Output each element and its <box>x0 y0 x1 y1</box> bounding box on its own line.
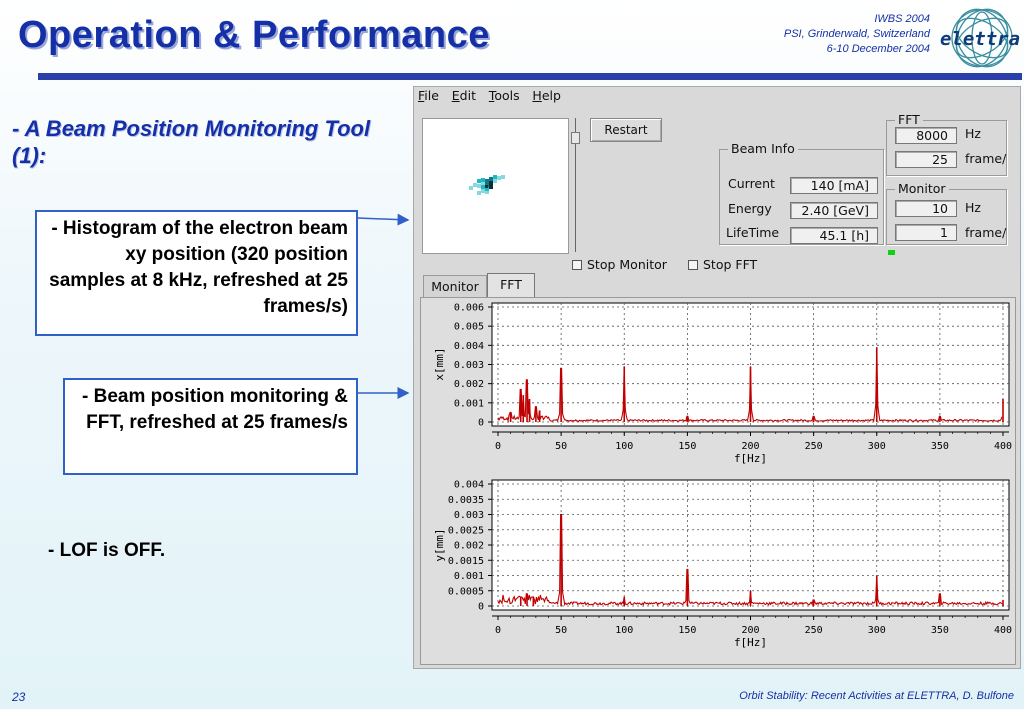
x-tick-label: 50 <box>555 441 567 452</box>
stop-fft-box[interactable] <box>688 260 698 270</box>
x-tick-label: 250 <box>805 625 823 636</box>
energy-label: Energy <box>728 201 772 216</box>
elettra-logo: elettra <box>940 8 1020 68</box>
x-tick-label: 350 <box>931 625 949 636</box>
energy-field: 2.40 [GeV] <box>790 202 878 219</box>
menu-edit[interactable]: Edit <box>451 88 476 103</box>
conference-info: IWBS 2004 PSI, Grinderwald, Switzerland … <box>712 12 930 57</box>
x-axis-label: f[Hz] <box>734 452 767 465</box>
histogram-scale-slider[interactable] <box>571 118 580 252</box>
y-tick-label: 0.001 <box>454 571 484 582</box>
beam-info-group: Beam Info Current 140 [mA] Energy 2.40 [… <box>719 141 884 245</box>
monitor-rate-unit: Hz <box>965 200 981 215</box>
x-tick-label: 150 <box>678 625 696 636</box>
fft-charts: 0 0.001 0.002 0.003 0.004 0.005 0.006 0 50 100 150… <box>433 302 1012 649</box>
y-tick-label: 0 <box>478 418 484 429</box>
menu-help[interactable]: Help <box>532 88 561 103</box>
arrow-histogram <box>358 213 410 226</box>
stop-fft-checkbox[interactable]: Stop FFT <box>688 257 757 272</box>
slider-thumb[interactable] <box>571 132 580 144</box>
status-indicator <box>888 250 895 255</box>
x-tick-label: 0 <box>495 441 501 452</box>
fft-chart-y: 0 0.0005 0.001 0.0015 0.002 0.0025 0.003 0.0035… <box>433 479 1012 649</box>
conference-name: IWBS 2004 <box>874 13 930 25</box>
fft-frames-field[interactable]: 25 <box>895 151 957 168</box>
y-axis-label: y[mm] <box>433 528 446 561</box>
y-tick-label: 0.002 <box>454 379 484 390</box>
monitor-settings-group: Monitor 10 Hz 1 frame/ <box>886 181 1007 245</box>
y-tick-label: 0.003 <box>454 360 484 371</box>
monitor-settings-title: Monitor <box>895 181 949 196</box>
monitor-rate-field[interactable]: 10 <box>895 200 957 217</box>
lof-note: - LOF is OFF. <box>48 540 166 561</box>
lifetime-field: 45.1 [h] <box>790 227 878 244</box>
tab-fft[interactable]: FFT <box>487 273 535 298</box>
y-tick-label: 0.003 <box>454 510 484 521</box>
footer-text: Orbit Stability: Recent Activities at EL… <box>739 690 1014 702</box>
current-field: 140 [mA] <box>790 177 878 194</box>
y-tick-label: 0.001 <box>454 398 484 409</box>
subtitle: - A Beam Position Monitoring Tool (1): <box>12 116 371 168</box>
page-number: 23 <box>12 690 26 704</box>
x-tick-label: 300 <box>868 625 886 636</box>
slide-title: Operation & Performance <box>18 14 490 56</box>
y-tick-label: 0.0025 <box>448 525 484 536</box>
fft-panel: 0 0.001 0.002 0.003 0.004 0.005 0.006 0 50 100 150… <box>420 297 1016 665</box>
callout-arrows <box>358 213 410 399</box>
y-axis-label: x[mm] <box>433 347 446 380</box>
conference-location: PSI, Grinderwald, Switzerland <box>783 28 930 40</box>
stop-monitor-label: Stop Monitor <box>587 257 667 272</box>
title-underline <box>38 73 1022 80</box>
callout-fft: - Beam position monitoring & FFT, refres… <box>63 378 358 475</box>
y-tick-label: 0.0005 <box>448 586 484 597</box>
stop-monitor-checkbox[interactable]: Stop Monitor <box>572 257 667 272</box>
menu-file[interactable]: File <box>418 88 439 103</box>
menu-tools[interactable]: Tools <box>488 88 520 103</box>
current-label: Current <box>728 176 775 191</box>
tab-monitor[interactable]: Monitor <box>423 275 487 297</box>
beam-info-title: Beam Info <box>728 141 798 156</box>
lifetime-label: LifeTime <box>726 225 780 240</box>
y-tick-label: 0.004 <box>454 341 484 352</box>
x-tick-label: 100 <box>615 441 633 452</box>
histogram-plot <box>469 175 505 195</box>
y-tick-label: 0.005 <box>454 322 484 333</box>
y-tick-label: 0.002 <box>454 541 484 552</box>
fft-rate-field[interactable]: 8000 <box>895 127 957 144</box>
x-tick-label: 200 <box>741 625 759 636</box>
x-axis-label: f[Hz] <box>734 636 767 649</box>
fft-settings-title: FFT <box>895 112 923 127</box>
y-tick-label: 0.0035 <box>448 495 484 506</box>
fft-rate-unit: Hz <box>965 126 981 141</box>
y-tick-label: 0.0015 <box>448 556 484 567</box>
fft-settings-group: FFT 8000 Hz 25 frame/ <box>886 112 1007 176</box>
bpm-app-window: File Edit Tools Help Restart Beam Info C… <box>413 86 1021 669</box>
x-tick-label: 350 <box>931 441 949 452</box>
callout-histogram: - Histogram of the electron beam xy posi… <box>35 210 358 336</box>
fft-chart-x: 0 0.001 0.002 0.003 0.004 0.005 0.006 0 50 100 150… <box>433 302 1012 465</box>
x-tick-label: 50 <box>555 625 567 636</box>
stop-monitor-box[interactable] <box>572 260 582 270</box>
y-tick-label: 0.006 <box>454 303 484 314</box>
xy-histogram <box>422 118 569 254</box>
x-tick-label: 300 <box>868 441 886 452</box>
x-tick-label: 250 <box>805 441 823 452</box>
y-tick-label: 0.004 <box>454 480 484 491</box>
y-tick-label: 0 <box>478 602 484 613</box>
x-tick-label: 200 <box>741 441 759 452</box>
x-tick-label: 400 <box>994 625 1012 636</box>
monitor-frames-unit: frame/ <box>965 225 1007 240</box>
x-tick-label: 0 <box>495 625 501 636</box>
fft-frames-unit: frame/ <box>965 151 1007 166</box>
stop-fft-label: Stop FFT <box>703 257 758 272</box>
x-tick-label: 400 <box>994 441 1012 452</box>
conference-dates: 6-10 December 2004 <box>826 43 930 55</box>
restart-button[interactable]: Restart <box>590 118 662 142</box>
monitor-frames-field[interactable]: 1 <box>895 224 957 241</box>
x-tick-label: 100 <box>615 625 633 636</box>
logo-text: elettra <box>940 28 1020 50</box>
menubar: File Edit Tools Help <box>418 88 570 106</box>
x-tick-label: 150 <box>678 441 696 452</box>
